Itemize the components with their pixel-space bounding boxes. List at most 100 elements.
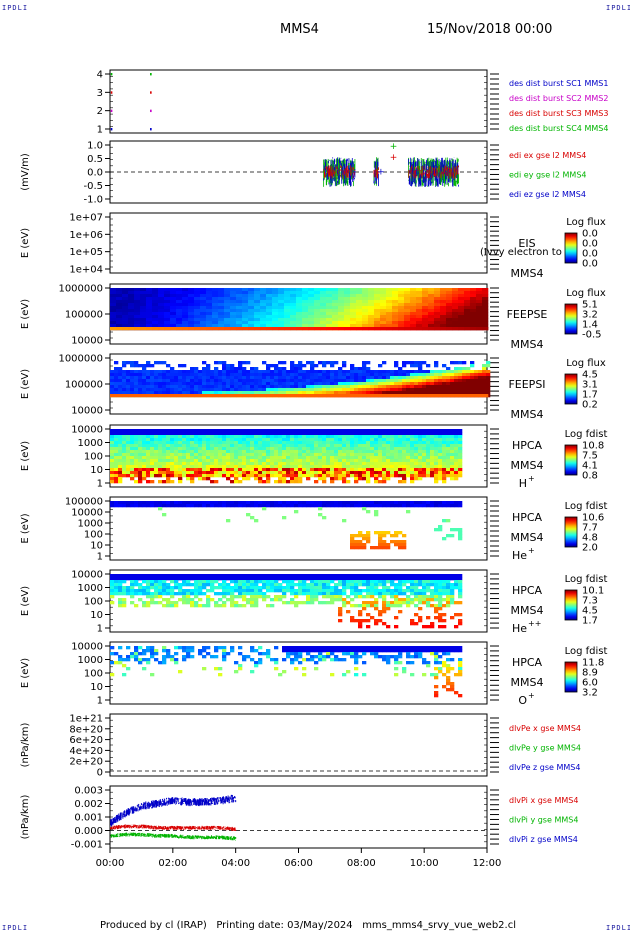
hpca_h-panel-cell [378,459,383,463]
feepsi-panel-cell [270,364,275,368]
hpca_h-panel-cell [122,429,127,433]
hpca_h-panel-cell [162,435,167,439]
feepsi-panel-cell [394,373,399,377]
feepsi-panel-cell [266,367,271,371]
feepsi-panel-cell [350,376,355,380]
hpca_h-panel-cell [158,438,163,442]
feepse-panel-cell [176,300,183,304]
hpca_h-panel-cell [234,459,239,463]
feepse-panel-cell [122,288,129,292]
feepsi-panel-cell [154,391,159,395]
feepse-panel-cell [362,294,369,298]
feepsi-panel-cell [466,382,471,386]
feepsi-panel-cell [290,379,295,383]
hpca_h-panel-cell [150,459,155,463]
hpca_h-panel-cell [374,429,379,433]
hpca_h-panel-cell [186,435,191,439]
feepse-panel-cell [386,303,393,307]
feepse-panel-cell [368,309,375,313]
feepsi-panel-cell [178,388,183,392]
feepsi-panel-cell [186,388,191,392]
feepsi-panel-cell [150,376,155,380]
hpca_h-panel-cell [358,429,363,433]
hpca_h-panel-cell [446,474,451,478]
hpca_h-panel-cell [458,432,463,436]
feepse-panel-cell [266,300,273,304]
hpca_h-panel-cell [138,474,143,478]
hpca_h-panel-cell [266,462,271,466]
hpca_h-panel-cell [282,453,287,457]
hpca_h-panel-cell [390,468,395,472]
feepse-panel-cell [386,324,393,328]
feepsi-panel-cell [182,385,187,389]
feepsi-panel-cell [138,376,143,380]
hpca_he-panel-cell [370,546,375,550]
hpca_he-panel-cell [178,501,183,505]
feepse-panel-cell [212,324,219,328]
feepsi-panel-cell [422,373,427,377]
feepse-panel-cell [302,291,309,295]
feepsi-panel-band-cell [164,394,171,398]
hpca_h-panel-cell [178,444,183,448]
hpca_h-panel-cell [182,432,187,436]
hpca_hepp-panel-cell [134,604,139,608]
feepse-panel-cell [170,321,177,325]
hpca_he-panel-cell [126,504,131,508]
hpca_he-panel-cell [350,540,355,544]
feepsi-panel-cell [214,367,219,371]
feepse-panel-cell [416,306,423,310]
hpca_h-panel-cell [250,465,255,469]
hpca_he-panel-cell [358,531,363,535]
feepsi-panel-cell [226,379,231,383]
hpca_h-panel-cell [118,459,123,463]
hpca_h-panel-cell [322,474,327,478]
hpca_he-panel-cell [454,501,459,505]
feepse-panel-cell [242,294,249,298]
hpca_h-panel-cell [354,444,359,448]
feepsi-panel-band-cell [134,394,141,398]
feepse-panel-cell [332,318,339,322]
feepse-panel-cell [320,312,327,316]
feepse-panel-cell [116,312,123,316]
hpca_he-panel-cell [370,501,375,505]
feepsi-panel-cell [310,376,315,380]
hpca_h-panel-cell [226,474,231,478]
feepsi-panel-cell [382,376,387,380]
hpca_h-panel-cell [386,429,391,433]
hpca_hepp-panel-cell [150,601,155,605]
feepse-panel-cell [152,303,159,307]
hpca_hepp-panel-cell [122,586,127,590]
hpca_h-panel-cell [126,465,131,469]
feepse-panel-cell [410,303,417,307]
hpca_h-panel-cell [374,435,379,439]
hpca_h-panel-cell [282,468,287,472]
feepsi-panel-cell [278,367,283,371]
hpca_h-panel-cell [302,474,307,478]
feepse-panel-cell [434,321,441,325]
feepse-panel-cell [470,297,477,301]
feepse-panel-cell [236,300,243,304]
hpca_h-panel-cell [314,468,319,472]
hpca_he-panel-cell [374,501,379,505]
feepsi-panel-cell [198,382,203,386]
hpca_h-panel-cell [358,435,363,439]
feepsi-panel-cell [346,388,351,392]
hpca_h-panel-cell [138,435,143,439]
hpca_hepp-panel-cell [122,574,127,578]
feepsi-panel-cell [186,391,191,395]
hpca_h-panel-cell [394,450,399,454]
feepse-panel-instrument-label: FEEPSE [507,308,548,321]
feepsi-panel-cell [278,361,283,365]
hpca_he-panel-cell [318,507,323,511]
feepse-panel-cell [116,324,123,328]
hpca_h-panel-cell [158,441,163,445]
feepse-panel-colorbar-tick-label: 5.1 [582,300,598,311]
hpca_h-panel-cell [182,438,187,442]
feepse-panel-cell [116,309,123,313]
hpca_hepp-panel-cell [146,592,151,596]
hpca_h-panel-cell [358,477,363,481]
feepsi-panel-cell [126,382,131,386]
hpca_h-panel-cell [238,462,243,466]
feepsi-panel-cell [426,379,431,383]
feepse-panel-cell [134,294,141,298]
